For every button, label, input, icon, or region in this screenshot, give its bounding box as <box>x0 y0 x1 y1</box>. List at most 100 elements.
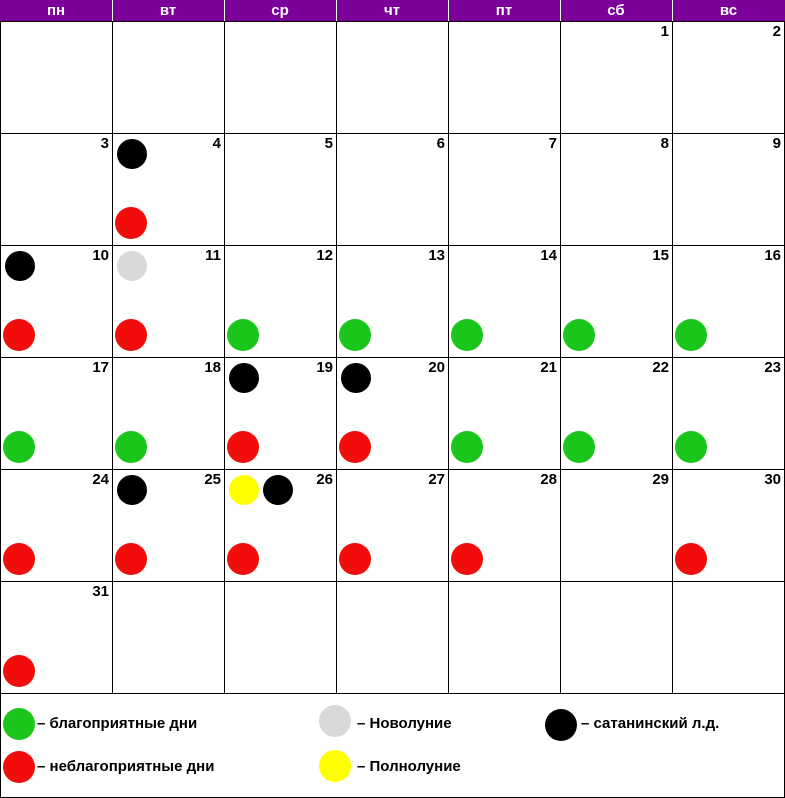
favorable-marker <box>451 319 483 351</box>
day-cell[interactable]: 31 <box>0 581 112 693</box>
day-cell[interactable]: 15 <box>560 245 672 357</box>
day-cell[interactable]: 27 <box>336 469 448 581</box>
day-cell[interactable] <box>336 21 448 133</box>
day-number: 8 <box>660 135 669 152</box>
legend-new-moon-dot <box>319 705 351 737</box>
day-number: 17 <box>92 359 109 376</box>
day-cell[interactable]: 18 <box>112 357 224 469</box>
day-cell[interactable]: 4 <box>112 133 224 245</box>
day-cell[interactable]: 26 <box>224 469 336 581</box>
favorable-marker <box>675 319 707 351</box>
day-cell[interactable]: 9 <box>672 133 784 245</box>
day-cell[interactable] <box>560 581 672 693</box>
day-cell[interactable]: 7 <box>448 133 560 245</box>
day-cell[interactable]: 22 <box>560 357 672 469</box>
day-cell[interactable]: 19 <box>224 357 336 469</box>
day-cell[interactable]: 17 <box>0 357 112 469</box>
day-cell[interactable] <box>672 581 784 693</box>
day-cell[interactable] <box>0 21 112 133</box>
favorable-marker <box>563 319 595 351</box>
day-cell[interactable]: 13 <box>336 245 448 357</box>
grid-line-horizontal <box>0 693 785 694</box>
grid-line-horizontal <box>0 245 785 246</box>
day-number: 18 <box>204 359 221 376</box>
header-divider <box>112 0 113 21</box>
unfavorable-marker <box>339 431 371 463</box>
grid-line-horizontal <box>0 133 785 134</box>
day-number: 5 <box>324 135 333 152</box>
day-number: 15 <box>652 247 669 264</box>
day-number: 26 <box>316 471 333 488</box>
day-number: 14 <box>540 247 557 264</box>
day-cell[interactable]: 20 <box>336 357 448 469</box>
day-cell[interactable] <box>224 21 336 133</box>
header-divider <box>224 0 225 21</box>
day-number: 21 <box>540 359 557 376</box>
day-cell[interactable]: 16 <box>672 245 784 357</box>
full-moon-marker <box>229 475 259 505</box>
favorable-marker <box>115 431 147 463</box>
day-number: 6 <box>436 135 445 152</box>
weekday-header: вс <box>672 0 785 21</box>
satanic-marker <box>341 363 371 393</box>
day-cell[interactable]: 29 <box>560 469 672 581</box>
day-cell[interactable]: 14 <box>448 245 560 357</box>
satanic-marker <box>263 475 293 505</box>
satanic-marker <box>117 139 147 169</box>
grid-line-horizontal <box>0 469 785 470</box>
day-cell[interactable] <box>112 21 224 133</box>
favorable-marker <box>675 431 707 463</box>
day-number: 10 <box>92 247 109 264</box>
day-cell[interactable]: 8 <box>560 133 672 245</box>
day-cell[interactable] <box>224 581 336 693</box>
day-cell[interactable]: 30 <box>672 469 784 581</box>
weekday-header: чт <box>336 0 448 21</box>
day-cell[interactable] <box>448 581 560 693</box>
day-cell[interactable]: 6 <box>336 133 448 245</box>
day-number: 16 <box>764 247 781 264</box>
legend-satanic-dot <box>545 709 577 741</box>
satanic-marker <box>5 251 35 281</box>
day-number: 4 <box>212 135 221 152</box>
day-number: 12 <box>316 247 333 264</box>
day-cell[interactable]: 23 <box>672 357 784 469</box>
day-cell[interactable]: 24 <box>0 469 112 581</box>
unfavorable-marker <box>227 431 259 463</box>
unfavorable-marker <box>115 543 147 575</box>
legend-favorable-dot <box>3 708 35 740</box>
day-cell[interactable]: 2 <box>672 21 784 133</box>
day-cell[interactable] <box>448 21 560 133</box>
day-cell[interactable]: 12 <box>224 245 336 357</box>
legend-full-moon-dot <box>319 750 351 782</box>
grid-line-horizontal <box>0 581 785 582</box>
day-number: 11 <box>205 247 221 264</box>
legend-full-moon-label: – Полнолуние <box>357 758 461 775</box>
favorable-marker <box>339 319 371 351</box>
day-cell[interactable]: 11 <box>112 245 224 357</box>
day-number: 22 <box>652 359 669 376</box>
day-cell[interactable]: 1 <box>560 21 672 133</box>
day-cell[interactable]: 10 <box>0 245 112 357</box>
unfavorable-marker <box>3 319 35 351</box>
new-moon-marker <box>117 251 147 281</box>
day-cell[interactable]: 28 <box>448 469 560 581</box>
day-number: 30 <box>764 471 781 488</box>
grid-line-horizontal <box>0 21 785 22</box>
day-cell[interactable]: 3 <box>0 133 112 245</box>
day-number: 19 <box>316 359 333 376</box>
day-cell[interactable] <box>112 581 224 693</box>
header-divider <box>448 0 449 21</box>
day-number: 31 <box>92 583 109 600</box>
day-cell[interactable] <box>336 581 448 693</box>
day-number: 1 <box>660 23 669 40</box>
day-cell[interactable]: 21 <box>448 357 560 469</box>
favorable-marker <box>3 431 35 463</box>
day-number: 20 <box>428 359 445 376</box>
day-number: 2 <box>772 23 781 40</box>
unfavorable-marker <box>115 207 147 239</box>
day-cell[interactable]: 5 <box>224 133 336 245</box>
day-cell[interactable]: 25 <box>112 469 224 581</box>
weekday-header: вт <box>112 0 224 21</box>
favorable-marker <box>227 319 259 351</box>
